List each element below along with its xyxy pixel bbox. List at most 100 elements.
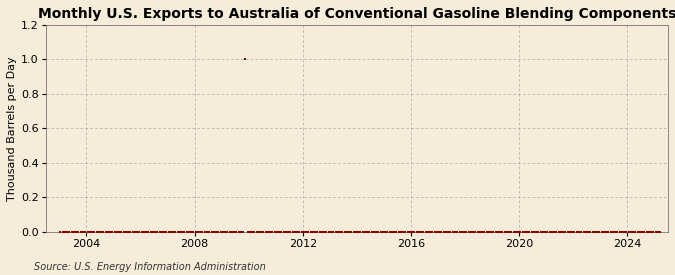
Point (537, 230, 548, 234)
Point (479, 230, 489, 234)
Point (118, 230, 129, 234)
Point (601, 230, 612, 234)
Point (486, 230, 497, 234)
Point (152, 230, 163, 234)
Point (626, 230, 637, 234)
Point (547, 230, 558, 234)
Point (391, 230, 402, 234)
Point (612, 230, 623, 234)
Point (404, 230, 415, 234)
Point (549, 230, 560, 234)
Point (423, 230, 433, 234)
Point (89, 230, 100, 234)
Point (632, 230, 643, 234)
Point (177, 230, 188, 234)
Point (481, 230, 492, 234)
Point (159, 230, 169, 234)
Point (429, 230, 440, 234)
Point (138, 230, 149, 234)
Point (222, 230, 233, 234)
Point (150, 230, 161, 234)
Point (436, 230, 447, 234)
Point (204, 230, 215, 234)
Point (209, 230, 219, 234)
Point (98, 230, 109, 234)
Point (497, 230, 508, 234)
Point (80, 230, 90, 234)
Point (288, 230, 298, 234)
Point (409, 230, 420, 234)
Point (359, 230, 370, 234)
Point (524, 230, 535, 234)
Point (136, 230, 147, 234)
Point (298, 230, 309, 234)
Point (641, 230, 652, 234)
Point (301, 230, 312, 234)
Point (344, 230, 354, 234)
Point (623, 230, 634, 234)
Point (639, 230, 650, 234)
Point (371, 230, 381, 234)
Point (470, 230, 481, 234)
Point (443, 230, 454, 234)
Point (86, 230, 97, 234)
Point (560, 230, 571, 234)
Point (66, 230, 77, 234)
Point (458, 230, 469, 234)
Point (184, 230, 194, 234)
Point (199, 230, 210, 234)
Text: Source: U.S. Energy Information Administration: Source: U.S. Energy Information Administ… (34, 262, 265, 272)
Point (556, 230, 566, 234)
Point (535, 230, 546, 234)
Point (107, 230, 117, 234)
Point (650, 230, 661, 234)
Point (352, 230, 363, 234)
Point (614, 230, 625, 234)
Point (317, 230, 327, 234)
Point (116, 230, 127, 234)
Point (308, 230, 319, 234)
Point (161, 230, 172, 234)
Point (175, 230, 186, 234)
Point (621, 230, 632, 234)
Point (630, 230, 641, 234)
Point (475, 230, 485, 234)
Point (258, 230, 269, 234)
Point (544, 230, 555, 234)
Point (195, 230, 206, 234)
Point (172, 230, 183, 234)
Point (522, 230, 533, 234)
Point (529, 230, 539, 234)
Point (418, 230, 429, 234)
Point (335, 230, 346, 234)
Point (242, 230, 253, 234)
Point (217, 230, 228, 234)
Point (312, 230, 323, 234)
Point (236, 230, 246, 234)
Point (283, 230, 294, 234)
Point (197, 230, 208, 234)
Point (339, 230, 350, 234)
Point (219, 230, 230, 234)
Point (96, 230, 107, 234)
Point (305, 230, 316, 234)
Point (294, 230, 305, 234)
Point (78, 230, 88, 234)
Point (472, 230, 483, 234)
Point (69, 230, 80, 234)
Point (421, 230, 431, 234)
Point (427, 230, 438, 234)
Point (321, 230, 332, 234)
Point (416, 230, 427, 234)
Point (551, 230, 562, 234)
Point (267, 230, 278, 234)
Point (346, 230, 356, 234)
Point (589, 230, 600, 234)
Point (513, 230, 524, 234)
Point (411, 230, 422, 234)
Point (238, 230, 248, 234)
Point (380, 230, 391, 234)
Point (450, 230, 460, 234)
Point (510, 230, 521, 234)
Point (515, 230, 526, 234)
